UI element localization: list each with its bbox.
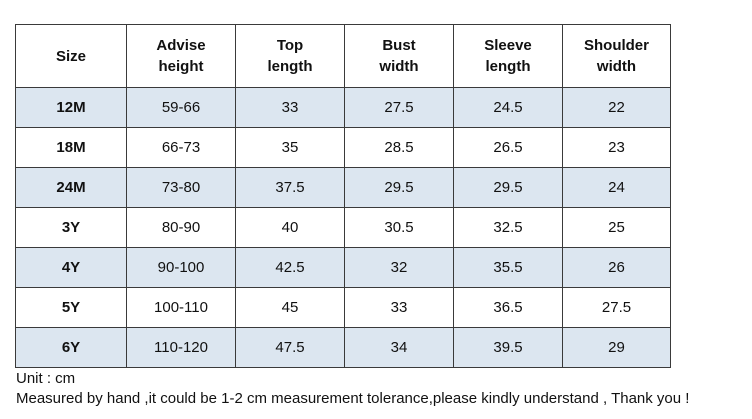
header-sleeve-length-line1: Sleeve — [484, 37, 532, 54]
bust-width-cell: 30.5 — [344, 207, 454, 248]
header-top-length-line1: Top — [276, 37, 304, 54]
tolerance-note: Measured by hand ,it could be 1-2 cm mea… — [16, 390, 690, 407]
header-advise-height: Advise height — [126, 24, 236, 88]
header-sleeve-length: Sleeve length — [453, 24, 563, 88]
size-cell: 3Y — [15, 207, 127, 248]
sleeve-length-cell: 39.5 — [453, 327, 563, 368]
table-row: 18M 66-73 35 28.5 26.5 23 — [15, 127, 671, 168]
header-shoulder-width-line1: Shoulder — [583, 37, 649, 54]
sleeve-length-cell: 32.5 — [453, 207, 563, 248]
sleeve-length-cell: 29.5 — [453, 167, 563, 208]
bust-width-cell: 27.5 — [344, 87, 454, 128]
advise-height-cell: 80-90 — [126, 207, 236, 248]
sleeve-length-cell: 35.5 — [453, 247, 563, 288]
table-row: 5Y 100-110 45 33 36.5 27.5 — [15, 287, 671, 328]
size-chart-table: Size Advise height Top length Bust width… — [15, 24, 671, 368]
top-length-cell: 42.5 — [235, 247, 345, 288]
advise-height-cell: 100-110 — [126, 287, 236, 328]
sleeve-length-cell: 36.5 — [453, 287, 563, 328]
sleeve-length-cell: 24.5 — [453, 87, 563, 128]
shoulder-width-cell: 22 — [562, 87, 671, 128]
shoulder-width-cell: 26 — [562, 247, 671, 288]
table-row: 4Y 90-100 42.5 32 35.5 26 — [15, 247, 671, 288]
header-shoulder-width: Shoulder width — [562, 24, 671, 88]
header-advise-height-line1: Advise — [156, 37, 206, 54]
top-length-cell: 40 — [235, 207, 345, 248]
top-length-cell: 45 — [235, 287, 345, 328]
size-cell: 24M — [15, 167, 127, 208]
header-top-length-line2: length — [267, 58, 313, 75]
table-row: 12M 59-66 33 27.5 24.5 22 — [15, 87, 671, 128]
header-shoulder-width-line2: width — [596, 58, 637, 75]
size-cell: 18M — [15, 127, 127, 168]
header-size-line1: Size — [55, 47, 86, 65]
top-length-cell: 35 — [235, 127, 345, 168]
header-size: Size — [15, 24, 127, 88]
header-sleeve-length-line2: length — [485, 58, 531, 75]
top-length-cell: 37.5 — [235, 167, 345, 208]
shoulder-width-cell: 27.5 — [562, 287, 671, 328]
header-advise-height-line2: height — [158, 58, 204, 75]
shoulder-width-cell: 29 — [562, 327, 671, 368]
bust-width-cell: 29.5 — [344, 167, 454, 208]
shoulder-width-cell: 23 — [562, 127, 671, 168]
unit-note: Unit : cm — [16, 370, 76, 387]
header-bust-width: Bust width — [344, 24, 454, 88]
header-bust-width-line1: Bust — [382, 37, 416, 54]
header-top-length: Top length — [235, 24, 345, 88]
bust-width-cell: 28.5 — [344, 127, 454, 168]
size-cell: 5Y — [15, 287, 127, 328]
header-row: Size Advise height Top length Bust width… — [15, 24, 671, 88]
shoulder-width-cell: 24 — [562, 167, 671, 208]
table-row: 3Y 80-90 40 30.5 32.5 25 — [15, 207, 671, 248]
advise-height-cell: 90-100 — [126, 247, 236, 288]
advise-height-cell: 110-120 — [126, 327, 236, 368]
table-row: 24M 73-80 37.5 29.5 29.5 24 — [15, 167, 671, 208]
advise-height-cell: 66-73 — [126, 127, 236, 168]
sleeve-length-cell: 26.5 — [453, 127, 563, 168]
notes: Unit : cm Measured by hand ,it could be … — [16, 369, 689, 409]
top-length-cell: 47.5 — [235, 327, 345, 368]
size-cell: 4Y — [15, 247, 127, 288]
advise-height-cell: 73-80 — [126, 167, 236, 208]
header-bust-width-line2: width — [379, 58, 419, 75]
size-cell: 6Y — [15, 327, 127, 368]
shoulder-width-cell: 25 — [562, 207, 671, 248]
bust-width-cell: 34 — [344, 327, 454, 368]
bust-width-cell: 33 — [344, 287, 454, 328]
top-length-cell: 33 — [235, 87, 345, 128]
table-row: 6Y 110-120 47.5 34 39.5 29 — [15, 327, 671, 368]
size-cell: 12M — [15, 87, 127, 128]
bust-width-cell: 32 — [344, 247, 454, 288]
advise-height-cell: 59-66 — [126, 87, 236, 128]
